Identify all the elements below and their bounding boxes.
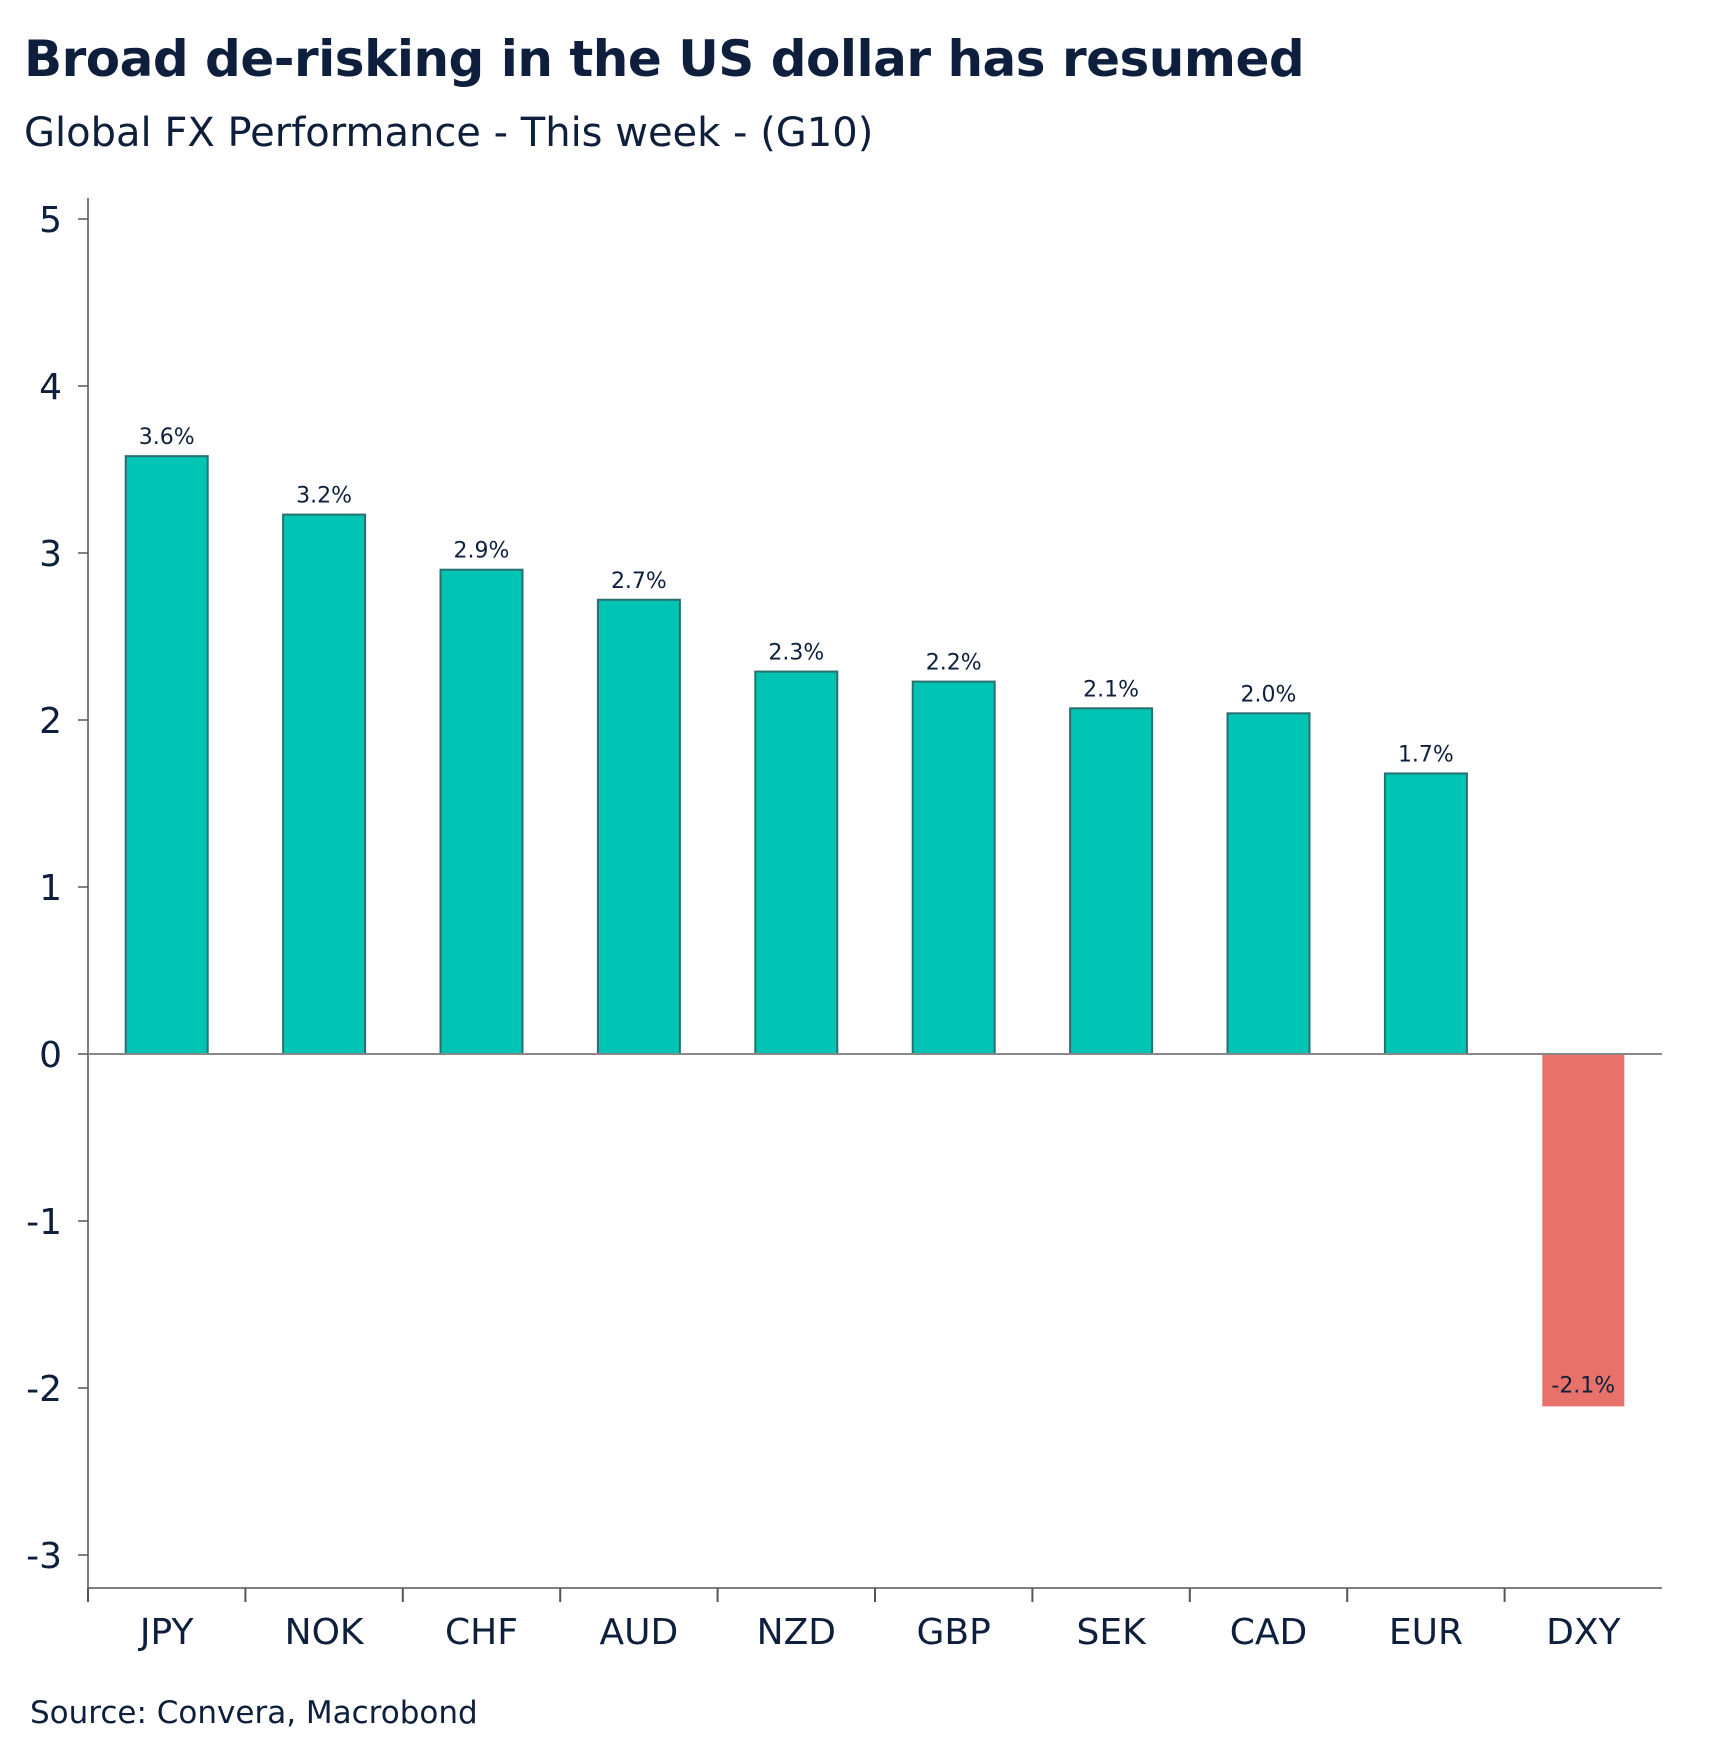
data-label: 3.6% [139,425,195,450]
data-label: 3.2% [296,484,352,509]
chart-title: Broad de-risking in the US dollar has re… [24,30,1305,88]
x-tick-label: CHF [445,1612,518,1653]
data-label: -2.1% [1551,1373,1615,1398]
bar-sek [1069,707,1154,1055]
data-label: 2.7% [611,569,667,594]
bar-nzd [754,670,839,1055]
bar-aud [596,598,681,1055]
data-label: 2.2% [926,651,982,676]
data-label: 1.7% [1398,742,1454,767]
bar-jpy [124,455,209,1055]
bar-eur [1383,772,1468,1055]
y-tick-label: 4 [39,367,62,408]
y-tick-label: 1 [39,868,62,909]
chart-subtitle: Global FX Performance - This week - (G10… [24,110,874,156]
bar-gbp [911,680,996,1056]
x-tick-label: AUD [600,1612,679,1653]
source-note: Source: Convera, Macrobond [30,1695,478,1731]
x-tick-label: NOK [285,1612,365,1653]
bar-cad [1226,712,1311,1055]
bar-chf [439,568,524,1055]
y-tick-label: -2 [26,1369,62,1410]
x-tick-label: NZD [757,1612,836,1653]
x-tick-label: CAD [1230,1612,1307,1653]
x-tick-label: GBP [917,1612,991,1653]
x-tick-label: SEK [1076,1612,1147,1653]
y-tick-label: 5 [39,200,62,241]
bar-dxy [1542,1054,1625,1407]
data-label: 2.3% [768,641,824,666]
y-tick-label: -1 [26,1202,62,1243]
data-label: 2.9% [454,539,510,564]
y-tick-label: 3 [39,534,62,575]
y-tick-label: 2 [39,701,62,742]
y-tick-label: -3 [26,1536,62,1577]
x-tick-label: DXY [1546,1612,1621,1653]
x-tick-label: JPY [138,1612,195,1653]
x-tick-label: EUR [1389,1612,1463,1653]
data-label: 2.1% [1083,677,1139,702]
y-tick-label: 0 [39,1035,62,1076]
bar-nok [282,513,367,1055]
data-label: 2.0% [1241,682,1297,707]
